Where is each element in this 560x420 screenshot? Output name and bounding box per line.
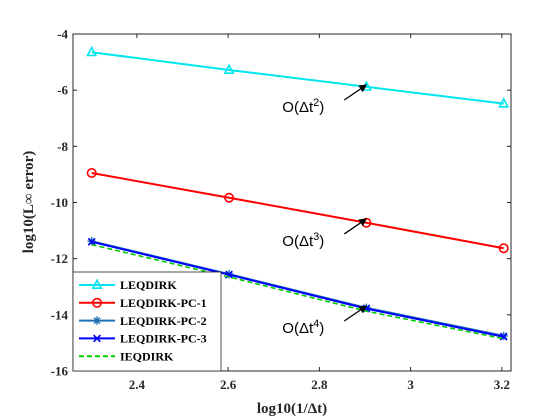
legend-marker: [92, 316, 102, 325]
x-tick-label: 2.4: [129, 377, 146, 392]
series-line: [91, 51, 504, 105]
annotation-label: O(Δt2): [282, 97, 324, 116]
y-tick-label: -12: [51, 251, 68, 266]
annotation-label: O(Δt3): [282, 231, 324, 250]
legend-label: LEQDIRK-PC-2: [120, 314, 207, 328]
order-annotation: O(Δt4): [282, 305, 368, 337]
y-tick-label: -14: [51, 307, 69, 322]
legend-item: LEQDIRK-PC-1: [79, 296, 207, 310]
data-point: [498, 243, 509, 254]
legend: LEQDIRK LEQDIRK-PC-1 LEQDIRK-PC-2 LEQDIRK-P…: [72, 271, 222, 372]
legend-item: LEQDIRK-PC-2: [79, 314, 207, 328]
legend-item: LEQDIRK-PC-3: [79, 332, 207, 346]
x-axis-title: log10(1/Δt): [257, 401, 327, 417]
y-axis-title: log10(L∞ error): [21, 151, 37, 253]
x-tick-label: 2.6: [220, 377, 237, 392]
series-line: [91, 172, 504, 250]
order-annotation: O(Δt3): [282, 218, 368, 250]
data-point: [498, 97, 510, 108]
legend-item: LEQDIRK: [79, 278, 177, 292]
y-tick-label: -6: [57, 83, 68, 98]
annotation-layer: O(Δt2) O(Δt3) O(Δt4): [282, 84, 368, 337]
y-tick-label: -16: [51, 364, 69, 379]
data-point: [86, 45, 98, 57]
data-point: [86, 168, 97, 179]
legend-marker: [91, 278, 103, 290]
legend-label: LEQDIRK-PC-3: [120, 332, 207, 346]
legend-label: LEQDIRK-PC-1: [120, 296, 207, 310]
x-tick-label: 2.8: [311, 377, 328, 392]
y-tick-label: -8: [57, 139, 68, 154]
series-line: [91, 243, 504, 340]
data-point: [224, 192, 235, 203]
legend-marker: [92, 297, 103, 308]
series-4: [91, 243, 504, 340]
x-tick-label: 3.2: [494, 377, 510, 392]
legend-item: IEQDIRK: [79, 349, 174, 363]
annotation-arrow: [343, 305, 368, 322]
y-tick-label: -10: [51, 195, 68, 210]
order-annotation: O(Δt2): [282, 84, 368, 116]
data-point: [87, 237, 96, 246]
legend-marker: [93, 334, 101, 343]
annotation-arrow: [343, 218, 368, 235]
series-line: [91, 240, 504, 338]
tick-layer: 2.4 2.6 2.8 3 3.2 -16 -14 -12 -10 -8 -6 -4: [51, 27, 511, 392]
annotation-label: O(Δt4): [282, 318, 324, 337]
legend-label: LEQDIRK: [120, 278, 177, 292]
legend-label: IEQDIRK: [120, 349, 174, 363]
data-point: [223, 63, 235, 74]
annotation-arrow: [343, 84, 368, 101]
y-tick-label: -4: [57, 27, 68, 42]
x-tick-label: 3: [407, 377, 414, 392]
